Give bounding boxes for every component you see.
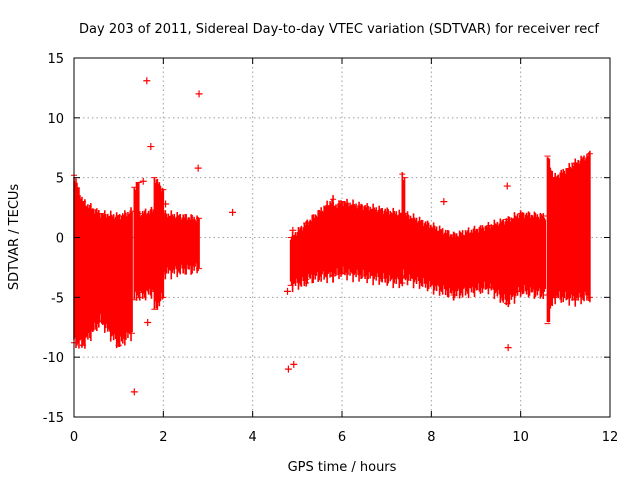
error-bar-band	[546, 157, 555, 323]
error-bar-band	[519, 210, 547, 300]
error-bar-cap	[517, 213, 524, 292]
error-bar-band	[133, 181, 140, 301]
error-bar-cap	[504, 219, 511, 304]
x-axis-label: GPS time / hours	[288, 460, 397, 475]
error-bar-cap	[97, 213, 104, 322]
error-bar-band	[117, 207, 133, 348]
error-bar-band	[137, 206, 156, 301]
error-bar-band	[100, 210, 120, 349]
error-bar-cap	[330, 205, 337, 277]
axis-ticks: 0 2 4 6 8 10 12 15 10 5 0 -5 -10 -15	[43, 52, 619, 445]
error-bar-band	[153, 177, 165, 310]
error-bar-cap	[160, 189, 167, 298]
error-bar-cap	[544, 155, 551, 325]
error-bar-cap	[339, 201, 345, 274]
x-tick-label: 12	[602, 430, 619, 445]
error-bar-band	[452, 221, 491, 301]
error-bar-cap	[571, 162, 578, 301]
error-bar-cap	[586, 153, 593, 298]
error-bar-cap	[450, 234, 457, 296]
error-bar-cap	[135, 213, 142, 298]
data-point	[504, 344, 512, 352]
error-bar-band	[332, 200, 343, 283]
error-bar-cap	[79, 201, 86, 346]
error-bar-cap	[160, 213, 167, 274]
error-bar-cap	[196, 217, 203, 270]
data-point	[289, 226, 297, 234]
y-tick-label: 10	[47, 112, 64, 127]
x-tick-label: 4	[249, 430, 257, 445]
error-bar-cap	[151, 177, 158, 310]
y-tick-label: 0	[56, 232, 64, 247]
error-bar-band	[341, 198, 404, 289]
error-bar-cap	[131, 186, 138, 301]
data-point	[229, 208, 237, 216]
x-tick-label: 0	[70, 430, 78, 445]
data-point	[144, 318, 152, 326]
y-tick-label: -10	[43, 351, 64, 366]
error-bar-cap	[303, 222, 310, 280]
data-point	[503, 182, 511, 190]
y-tick-label: 5	[56, 172, 64, 187]
error-bar-band	[305, 195, 334, 284]
x-tick-label: 10	[512, 430, 529, 445]
chart-title: Day 203 of 2011, Sidereal Day-to-day VTE…	[79, 22, 599, 37]
error-bar-band	[289, 220, 308, 293]
data-point	[195, 90, 203, 98]
x-tick-label: 8	[427, 430, 435, 445]
data-point	[130, 388, 138, 396]
error-bar-cap	[115, 215, 122, 346]
error-bar-band	[73, 177, 84, 349]
error-bar-band	[82, 199, 102, 349]
data-point	[147, 143, 155, 151]
error-bar-band	[506, 210, 522, 308]
data-point	[162, 200, 170, 208]
data-point	[194, 164, 202, 172]
data-point	[143, 77, 151, 85]
y-axis-label: SDTVAR / TECUs	[7, 184, 22, 291]
y-tick-label: -15	[43, 411, 64, 426]
data-point	[139, 177, 147, 185]
error-bar-cap	[486, 225, 493, 289]
error-bar-band	[403, 211, 455, 301]
error-bar-band	[488, 218, 509, 306]
error-bar-cap	[551, 177, 558, 298]
y-tick-label: -5	[51, 291, 64, 306]
data-point	[290, 360, 298, 368]
error-bar-band	[162, 210, 200, 280]
x-tick-label: 6	[338, 430, 346, 445]
x-tick-label: 2	[159, 430, 167, 445]
data-series	[71, 77, 593, 396]
data-point	[440, 198, 448, 206]
error-bar-cap	[287, 237, 294, 286]
data-point	[284, 365, 292, 373]
data-point	[284, 287, 292, 295]
error-bar-band	[553, 162, 576, 306]
error-bar-band	[573, 150, 591, 307]
error-bar-cap	[401, 213, 408, 279]
y-tick-label: 15	[47, 52, 64, 67]
